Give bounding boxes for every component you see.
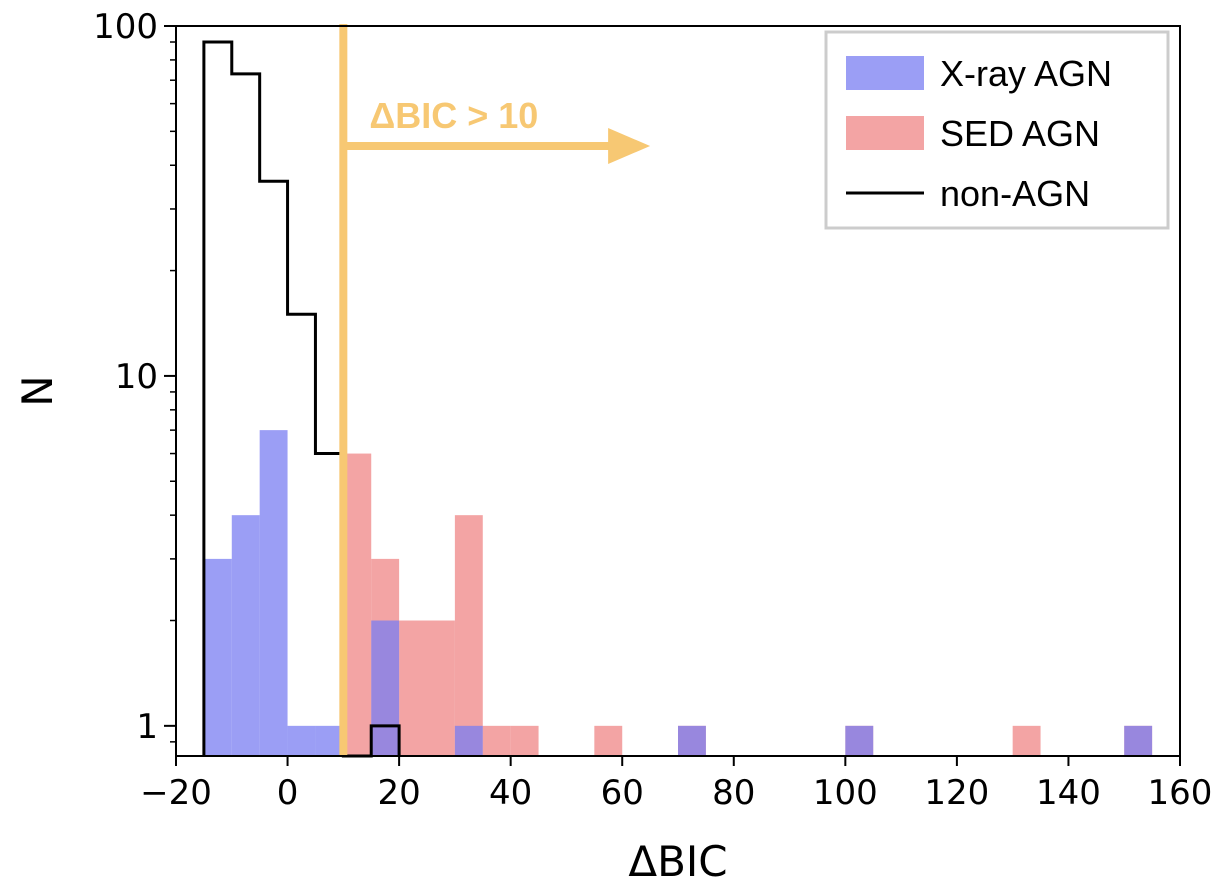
sed-agn-bar: [1012, 725, 1041, 756]
x-tick-label: 20: [377, 773, 420, 813]
x-axis-ticks: −20 0 20 40 60 80 100 120 140 160: [140, 756, 1212, 813]
y-axis-title: N: [13, 375, 62, 406]
legend: X-ray AGN SED AGN non-AGN: [824, 30, 1170, 230]
x-tick-label: 120: [924, 773, 989, 813]
sed-agn-bar: [427, 620, 455, 756]
sed-agn-bar: [399, 620, 427, 756]
y-axis-ticks: 1 10 100: [93, 7, 176, 747]
non-agn-step-path: [202, 40, 401, 758]
x-tick-label: −20: [140, 773, 212, 813]
xray-agn-bar: [845, 725, 874, 756]
legend-swatch-xray-agn: [846, 56, 924, 90]
threshold-arrow-head: [608, 128, 651, 164]
y-tick-label: 1: [136, 707, 158, 747]
y-tick-label: 10: [115, 357, 158, 397]
xray-agn-bar: [259, 430, 288, 756]
xray-agn-bar: [203, 558, 232, 756]
x-tick-label: 60: [601, 773, 644, 813]
x-axis-title: ΔBIC: [628, 837, 727, 886]
y-axis-minor-ticks: [170, 41, 176, 743]
non-agn-step-line: [202, 40, 401, 758]
xray-agn-bar: [678, 725, 706, 756]
legend-label-sed-agn: SED AGN: [940, 113, 1100, 154]
xray-agn-bar: [1124, 725, 1153, 756]
xray-agn-bar: [315, 725, 344, 756]
threshold-annotation: ΔBIC > 10: [339, 24, 651, 756]
x-tick-label: 0: [277, 773, 299, 813]
xray-agn-bar: [231, 515, 260, 756]
y-tick-label: 100: [93, 7, 158, 47]
x-tick-label: 80: [712, 773, 755, 813]
x-tick-label: 40: [489, 773, 532, 813]
plot-frame: [175, 25, 1181, 757]
sed-agn-bar: [343, 453, 372, 756]
x-tick-label: 100: [813, 773, 878, 813]
threshold-label: ΔBIC > 10: [369, 95, 538, 136]
xray-agn-bar: [371, 620, 400, 756]
sed-agn-bar: [594, 725, 623, 756]
xray-agn-bars: [203, 430, 1153, 756]
xray-agn-bar: [287, 725, 316, 756]
sed-agn-bar: [482, 725, 511, 756]
sed-agn-bars: [343, 453, 1153, 756]
xray-agn-bar: [454, 725, 483, 756]
legend-label-xray-agn: X-ray AGN: [940, 53, 1112, 94]
x-tick-label: 140: [1036, 773, 1101, 813]
sed-agn-bar: [454, 515, 483, 756]
sed-agn-bar: [510, 725, 539, 756]
legend-swatch-sed-agn: [846, 116, 924, 150]
x-tick-label: 160: [1148, 773, 1213, 813]
legend-label-non-agn: non-AGN: [940, 173, 1090, 214]
